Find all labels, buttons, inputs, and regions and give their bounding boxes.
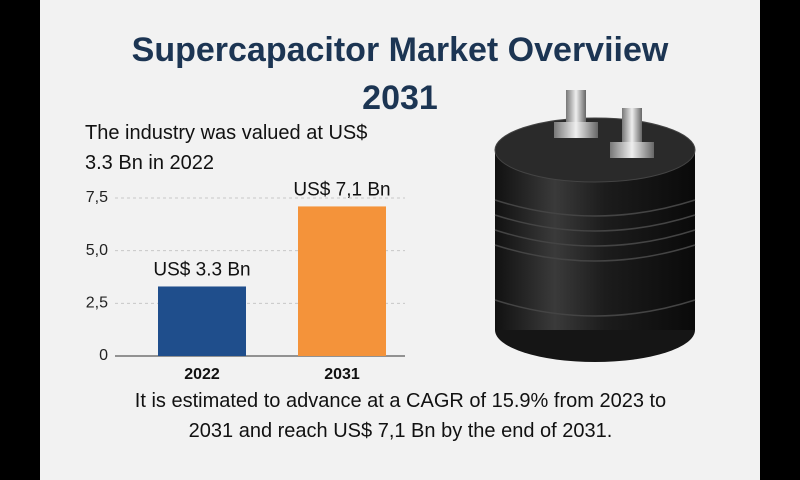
y-tick-label: 7,5 bbox=[86, 189, 108, 206]
footnote: It is estimated to advance at a CAGR of … bbox=[134, 390, 667, 442]
bar bbox=[158, 286, 246, 356]
chart-subtitle: The industry was valued at US$ 3.3 Bn in… bbox=[85, 122, 368, 174]
y-tick-label: 5,0 bbox=[86, 242, 108, 259]
y-tick-label: 0 bbox=[99, 347, 108, 364]
infographic: 0 2,5 5,0 7,5 2022 US$ 3.3 Bn 2031 US$ 7,1 Bn S… bbox=[40, 0, 760, 480]
x-tick-label: 2022 bbox=[184, 366, 220, 383]
x-tick-label: 2031 bbox=[324, 366, 360, 383]
value-label: US$ 3.3 Bn bbox=[153, 259, 250, 280]
chart: 0 2,5 5,0 7,5 2022 US$ 3.3 Bn 2031 US$ 7,1 Bn bbox=[86, 90, 696, 383]
y-tick-label: 2,5 bbox=[86, 295, 108, 312]
bar bbox=[298, 206, 386, 356]
chart-title: Supercapacitor Market Overviiew 2031 bbox=[131, 31, 669, 117]
capacitor-image bbox=[494, 90, 696, 362]
value-label: US$ 7,1 Bn bbox=[293, 179, 390, 200]
